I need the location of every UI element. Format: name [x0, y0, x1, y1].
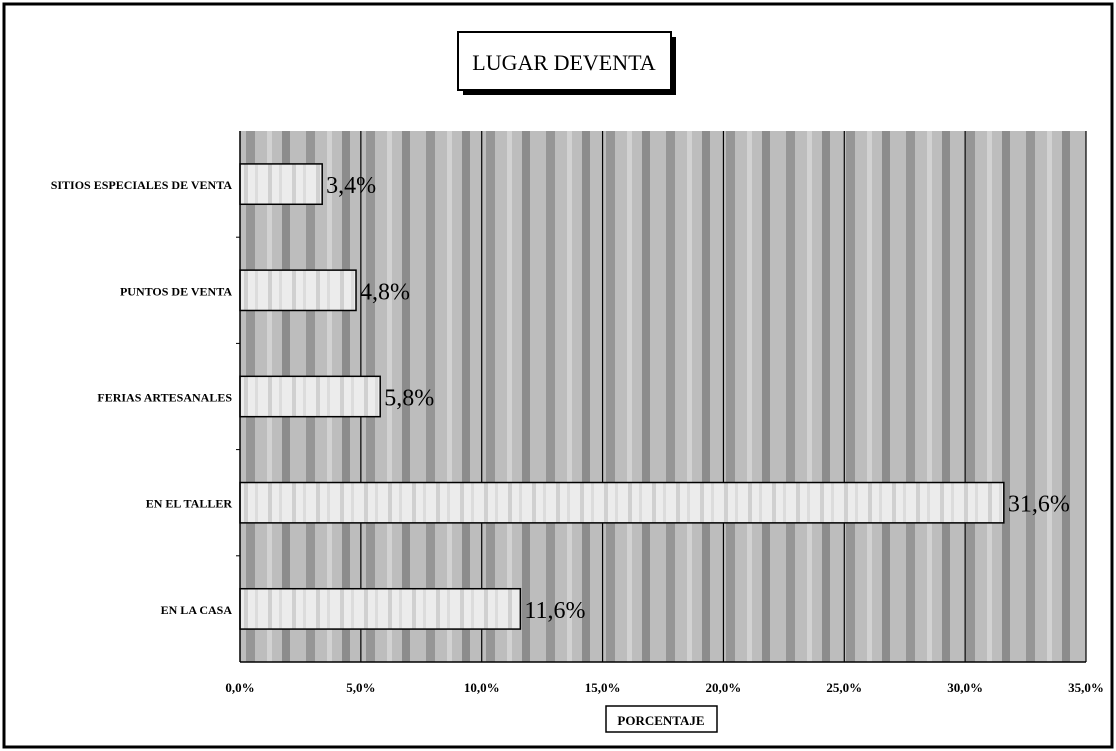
y-category-label: EN EL TALLER [146, 497, 233, 511]
y-category-label: EN LA CASA [161, 603, 233, 617]
x-axis-title-box: PORCENTAJE [605, 705, 718, 733]
x-tick-label: 15,0% [585, 680, 621, 695]
y-category-label: SITIOS ESPECIALES DE VENTA [51, 178, 233, 192]
bar-value-label: 11,6% [524, 598, 585, 624]
x-tick-label: 30,0% [947, 680, 983, 695]
plot-area [239, 131, 1087, 663]
bar [239, 587, 522, 630]
x-axis-ticks: 0,0% 5,0% 10,0% 15,0% 20,0% 25,0% 30,0% 35,0% [225, 680, 1104, 695]
x-tick-label: 25,0% [826, 680, 862, 695]
bar-value-label: 31,6% [1008, 492, 1070, 518]
title-box: LUGAR DEVENTA [457, 31, 676, 95]
x-tick-label: 20,0% [706, 680, 742, 695]
bar [239, 481, 1005, 524]
bar-value-label: 3,4% [326, 173, 376, 199]
x-tick-label: 0,0% [225, 680, 254, 695]
plot-background [240, 131, 1086, 662]
value-labels: 3,4% 4,8% 5,8% 31,6% 11,6% [326, 173, 1070, 624]
x-tick-label: 35,0% [1068, 680, 1104, 695]
gridlines [360, 131, 1087, 662]
bar-value-label: 5,8% [384, 386, 434, 412]
chart-title: LUGAR DEVENTA [472, 50, 655, 75]
x-axis-title: PORCENTAJE [617, 713, 704, 728]
x-tick-label: 10,0% [464, 680, 500, 695]
y-category-label: FERIAS ARTESANALES [97, 391, 232, 405]
bar [239, 375, 381, 418]
x-tick-label: 5,0% [346, 680, 375, 695]
y-axis-categories: SITIOS ESPECIALES DE VENTA PUNTOS DE VENT… [51, 178, 240, 617]
bar-value-label: 4,8% [360, 279, 410, 305]
y-category-label: PUNTOS DE VENTA [120, 284, 232, 298]
bar [239, 269, 357, 312]
bar [239, 163, 323, 206]
